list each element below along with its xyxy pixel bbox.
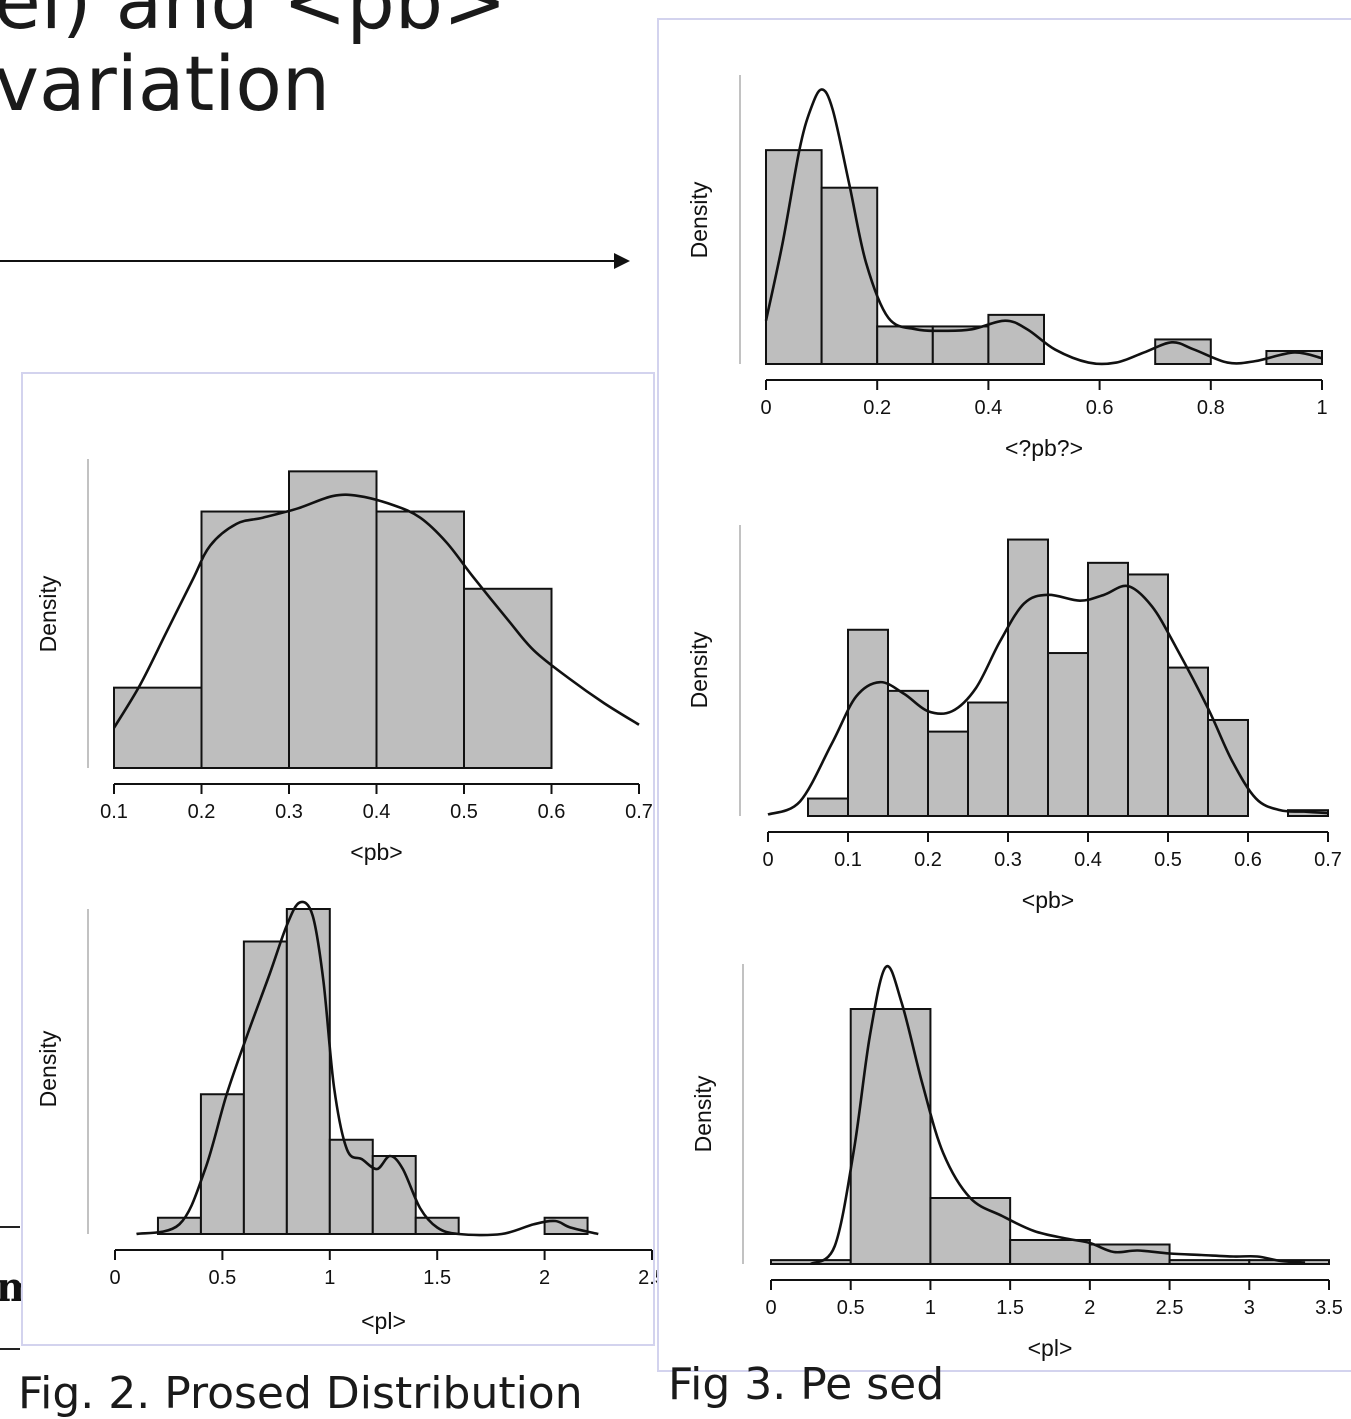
histogram-bar	[931, 325, 990, 365]
histogram-bar	[847, 628, 889, 818]
x-tick-label: 0.6	[1234, 849, 1262, 871]
x-tick-label: 0.5	[208, 1267, 236, 1289]
histogram-bar	[328, 1138, 374, 1235]
x-tick-label: 2.5	[638, 1267, 657, 1289]
histogram-right-pl: 0 0.5 1 1.5 2 2.5 3 3.5 <pl> Density	[690, 964, 1343, 1361]
x-axis-label: <pl>	[1028, 1335, 1073, 1361]
histogram-bar	[1047, 652, 1089, 817]
x-tick-label: 0.3	[994, 849, 1022, 871]
x-tick-label: 0.5	[1154, 849, 1182, 871]
x-tick-label: 0.3	[275, 801, 303, 823]
x-tick-label: 3	[1244, 1297, 1255, 1319]
x-tick-label: 0	[760, 397, 771, 419]
x-tick-label: 0.5	[450, 801, 478, 823]
histogram-bar	[1127, 573, 1169, 817]
histogram-bar	[929, 1197, 1012, 1265]
histogram-bar	[1087, 561, 1129, 818]
slide-title-line-2: variation	[0, 39, 331, 128]
density-curve	[810, 964, 1306, 1266]
x-tick-label: 0	[762, 849, 773, 871]
histogram-right-pb-middle: 0 0.1 0.2 0.3 0.4 0.5 0.6 0.7 <pb> Density	[686, 525, 1342, 913]
x-tick-label: 2	[1084, 1297, 1095, 1319]
y-axis-label: Density	[35, 575, 61, 652]
y-axis-label: Density	[35, 1030, 61, 1107]
x-axis-label: <pb>	[1022, 887, 1074, 913]
density-curve	[136, 900, 599, 1237]
density-curve	[764, 88, 1323, 366]
x-axis-label: <pb>	[350, 839, 402, 865]
histogram-bar	[820, 186, 879, 365]
x-tick-label: 0.2	[188, 801, 216, 823]
x-axis-label: <pl>	[361, 1308, 406, 1334]
x-tick-label: 1	[925, 1297, 936, 1319]
x-tick-label: 0.6	[1086, 397, 1114, 419]
histogram-bar	[375, 510, 465, 769]
histogram-bar	[927, 730, 969, 817]
cropped-rule-top	[0, 1226, 20, 1228]
slide-title-line-1: el) and <pb>	[0, 0, 507, 46]
histogram-bar	[371, 1155, 417, 1235]
y-axis-label: Density	[686, 181, 712, 258]
x-tick-label: 2.5	[1156, 1297, 1184, 1319]
histogram-bar	[1168, 1259, 1251, 1265]
x-tick-label: 1	[324, 1267, 335, 1289]
x-tick-label: 1.5	[996, 1297, 1024, 1319]
histogram-bar	[285, 908, 331, 1235]
histogram-left-pb: 0.1 0.2 0.3 0.4 0.5 0.6 0.7 <pb> Density	[35, 459, 653, 865]
x-tick-label: 3.5	[1315, 1297, 1343, 1319]
x-tick-label: 0.4	[1074, 849, 1102, 871]
x-tick-label: 0.8	[1197, 397, 1225, 419]
histogram-bar	[288, 470, 378, 770]
x-tick-label: 0	[109, 1267, 120, 1289]
x-tick-label: 0.2	[863, 397, 891, 419]
histogram-bar	[1009, 1239, 1091, 1265]
x-tick-label: 0.7	[1314, 849, 1342, 871]
x-tick-label: 0.5	[837, 1297, 865, 1319]
cropped-rule-bottom	[0, 1348, 20, 1350]
x-tick-label: 2	[539, 1267, 550, 1289]
histogram-right-pb-top: 0 0.2 0.4 0.6 0.8 1 <?pb?> Density	[686, 75, 1328, 461]
histogram-left-pl: 0 0.5 1 1.5 2 2.5 <pl> Density	[35, 900, 657, 1334]
x-tick-label: 1.5	[423, 1267, 451, 1289]
histogram-bar	[849, 1008, 932, 1265]
x-tick-label: 0.4	[974, 397, 1002, 419]
histogram-bar	[199, 1093, 245, 1235]
x-tick-label: 0.7	[625, 801, 653, 823]
histogram-bar	[200, 510, 290, 769]
y-axis-label: Density	[690, 1075, 716, 1152]
figure-caption-left: Fig. 2. Prosed Distribution	[18, 1368, 583, 1419]
x-tick-label: 1	[1316, 397, 1327, 419]
histogram-bar	[113, 686, 203, 769]
histogram-bar	[1207, 718, 1249, 817]
right-figure-panel: 0 0.2 0.4 0.6 0.8 1 <?pb?> Density 0 0.1 0.2 0.3 0.…	[657, 18, 1351, 1372]
arrow-connector	[0, 253, 630, 269]
left-figure-panel: 0.1 0.2 0.3 0.4 0.5 0.6 0.7 <pb> Density 0 0.5 1 1.…	[21, 372, 657, 1346]
x-tick-label: 0.6	[538, 801, 566, 823]
x-tick-label: 0	[765, 1297, 776, 1319]
histogram-bar	[887, 689, 929, 817]
y-axis-label: Density	[686, 631, 712, 708]
density-curve	[112, 493, 640, 729]
x-tick-label: 0.2	[914, 849, 942, 871]
x-tick-label: 0.1	[834, 849, 862, 871]
arrow-head	[614, 253, 630, 269]
x-tick-label: 0.1	[100, 801, 128, 823]
density-curve	[767, 584, 1329, 816]
x-tick-label: 0.4	[363, 801, 391, 823]
x-axis-label: <?pb?>	[1005, 435, 1083, 461]
figure-caption-right: Fig 3. Pe sed	[668, 1359, 945, 1410]
histogram-bar	[414, 1216, 460, 1235]
histogram-bar	[242, 940, 288, 1235]
